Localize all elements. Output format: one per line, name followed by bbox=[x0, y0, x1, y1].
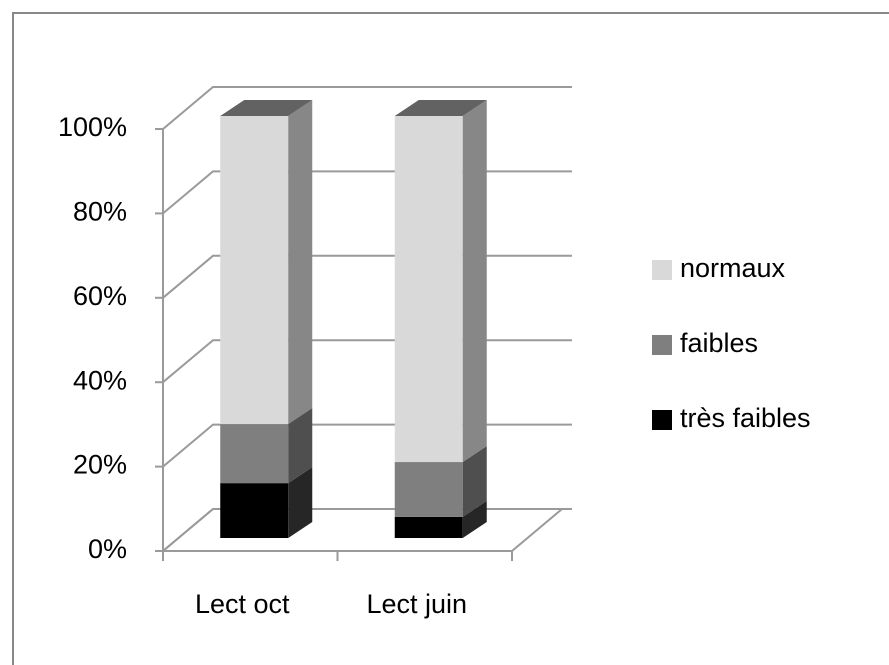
bar-side bbox=[462, 100, 487, 463]
legend-label: très faibles bbox=[680, 403, 811, 433]
bar-segment bbox=[220, 116, 289, 425]
x-tick-label: Lect oct bbox=[195, 589, 290, 619]
legend-swatch bbox=[652, 335, 672, 355]
bar-side bbox=[462, 500, 487, 538]
y-tick-label: 40% bbox=[73, 365, 127, 395]
y-tick-label: 20% bbox=[73, 450, 127, 480]
bar-segment bbox=[394, 516, 463, 538]
bar-segment bbox=[394, 462, 463, 517]
grid-line bbox=[162, 86, 572, 130]
bar-side bbox=[288, 100, 313, 425]
legend-swatch bbox=[652, 260, 672, 280]
bar-top bbox=[394, 100, 487, 116]
bar-top bbox=[220, 100, 313, 116]
bar-side bbox=[288, 408, 313, 484]
y-tick-label: 80% bbox=[73, 197, 127, 227]
legend-label: normaux bbox=[680, 253, 786, 283]
y-tick-label: 60% bbox=[73, 281, 127, 311]
y-tick-label: 0% bbox=[88, 534, 127, 564]
bar-side bbox=[288, 467, 313, 538]
legend-label: faibles bbox=[680, 328, 758, 358]
x-tick-label: Lect juin bbox=[366, 589, 467, 619]
bar-segment bbox=[220, 424, 289, 484]
bar-segment bbox=[394, 116, 463, 463]
bar-segment bbox=[220, 483, 289, 538]
y-tick-label: 100% bbox=[58, 112, 127, 142]
bar-side bbox=[462, 446, 487, 517]
legend-swatch bbox=[652, 410, 672, 430]
